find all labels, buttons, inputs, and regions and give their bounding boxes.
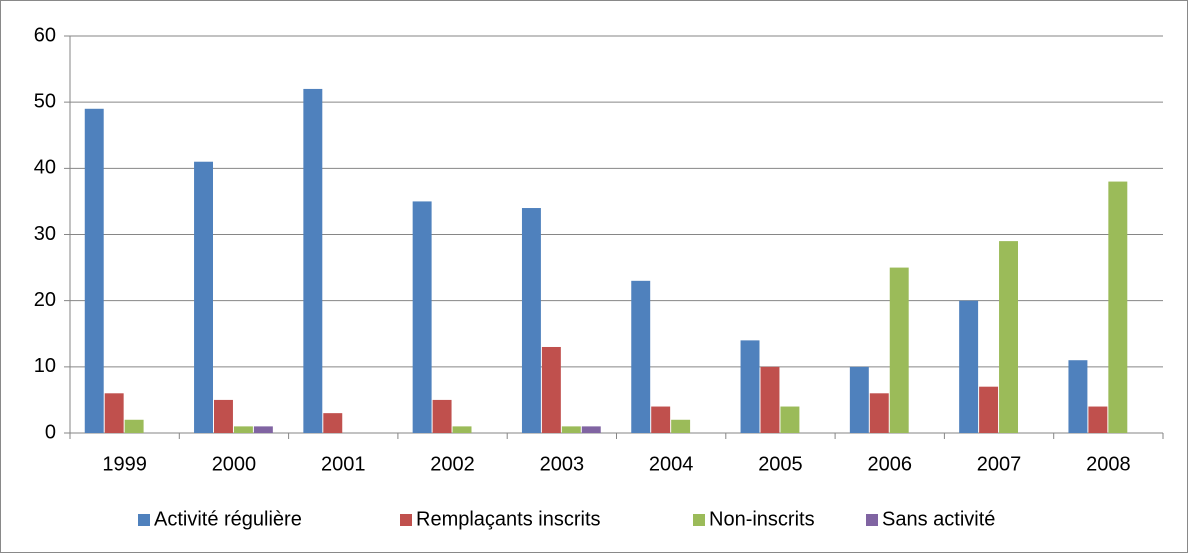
bar [869,393,889,433]
x-tick-label: 2006 [868,453,913,475]
x-tick-label: 2008 [1086,453,1131,475]
bar [1108,181,1128,433]
bar [780,406,800,433]
legend-swatch [400,514,412,526]
bar [959,300,979,433]
bar [581,426,601,433]
bar [651,406,671,433]
bar [849,366,869,433]
y-tick-label: 40 [34,157,56,179]
legend-swatch [866,514,878,526]
x-tick-label: 2003 [540,453,585,475]
legend-swatch [693,514,705,526]
x-tick-label: 2007 [977,453,1022,475]
y-tick-label: 10 [34,355,56,377]
y-tick-label: 20 [34,289,56,311]
bar [194,161,214,433]
bar [521,208,541,433]
bar [214,399,233,433]
bar [999,241,1018,433]
bar [303,88,323,433]
bar [561,426,581,433]
bar [979,386,999,433]
legend-label: Sans activité [882,508,995,530]
bar [323,413,343,433]
bar [253,426,273,433]
bar [432,399,452,433]
bar [412,201,432,433]
x-tick-label: 2002 [430,453,475,475]
legend-label: Remplaçants inscrits [416,508,601,530]
bar [541,346,561,433]
x-tick-label: 2000 [212,453,257,475]
x-tick-label: 2004 [649,453,694,475]
x-tick-label: 1999 [102,453,147,475]
x-tick-label: 2001 [321,453,366,475]
bar [452,426,472,433]
bar [889,267,909,433]
bar [740,340,760,433]
bar [1068,360,1088,433]
x-tick-label: 2005 [758,453,803,475]
bar [631,280,651,433]
bar [84,108,104,434]
y-tick-label: 50 [34,90,56,112]
bar [104,393,124,433]
bar [671,419,691,433]
y-tick-label: 60 [34,24,56,46]
legend-label: Activité régulière [154,508,302,530]
bar [124,419,144,433]
bar [760,366,780,433]
bar [1088,406,1108,433]
legend-label: Non-inscrits [709,508,815,530]
bar [233,426,253,433]
legend-swatch [138,514,150,526]
y-tick-label: 30 [34,223,56,245]
y-tick-label: 0 [45,421,56,443]
